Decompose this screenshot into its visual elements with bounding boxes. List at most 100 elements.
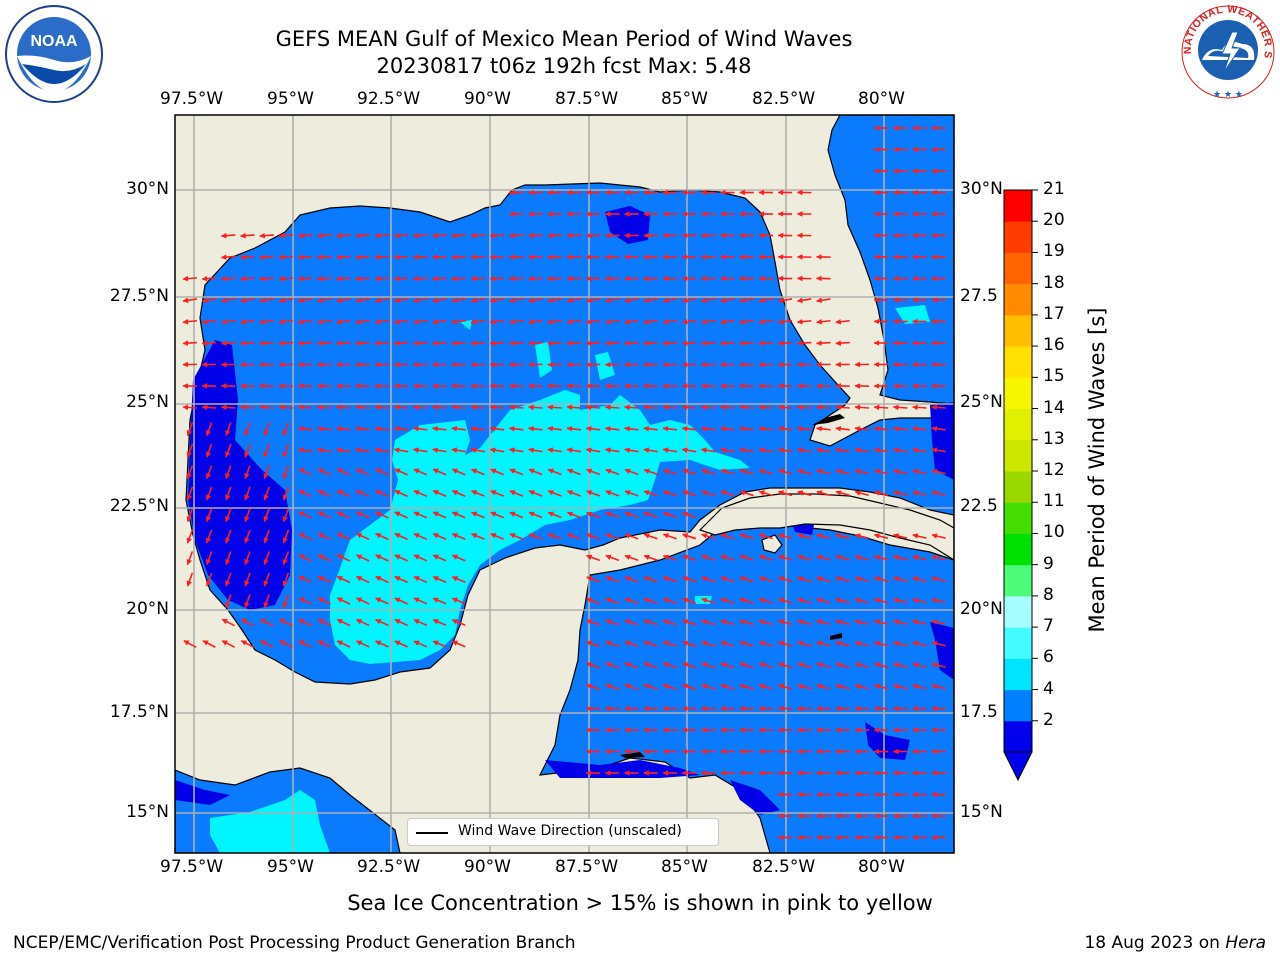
wind-wave-arrow bbox=[796, 297, 812, 304]
wind-wave-arrow bbox=[205, 486, 213, 501]
wind-wave-arrow bbox=[682, 468, 697, 475]
wind-wave-arrow bbox=[739, 425, 754, 432]
wind-wave-arrow bbox=[374, 425, 390, 432]
lon-tick: 92.5°W bbox=[357, 857, 421, 877]
wind-wave-arrow bbox=[432, 340, 447, 346]
wind-wave-arrow bbox=[605, 683, 620, 691]
lon-tick: 85°W bbox=[661, 857, 708, 877]
wind-wave-arrow bbox=[682, 640, 697, 647]
wind-wave-arrow bbox=[739, 554, 754, 561]
wind-wave-arrow bbox=[509, 511, 524, 519]
wind-wave-arrow bbox=[931, 597, 946, 604]
colorbar-segment bbox=[1004, 564, 1032, 597]
wind-wave-arrow bbox=[931, 425, 946, 432]
wind-wave-arrow bbox=[394, 618, 408, 627]
wind-wave-arrow bbox=[912, 447, 927, 453]
wind-wave-arrow bbox=[244, 443, 251, 458]
wind-wave-arrow bbox=[182, 275, 198, 282]
wind-wave-arrow bbox=[624, 554, 639, 562]
wind-wave-arrow bbox=[566, 490, 581, 497]
wind-wave-arrow bbox=[547, 425, 562, 432]
wind-wave-arrow bbox=[912, 554, 927, 561]
wind-wave-arrow bbox=[413, 640, 428, 648]
wind-wave-arrow bbox=[432, 597, 447, 605]
wind-wave-arrow bbox=[432, 490, 447, 497]
wind-wave-arrow bbox=[585, 340, 601, 346]
wind-wave-arrow bbox=[336, 254, 351, 260]
wind-wave-arrow bbox=[470, 297, 486, 304]
wind-wave-arrow bbox=[336, 404, 351, 411]
wind-wave-arrow bbox=[394, 575, 408, 584]
wind-wave-arrow bbox=[225, 594, 232, 609]
colorbar-segment bbox=[1004, 346, 1032, 378]
wind-wave-arrow bbox=[873, 662, 889, 669]
wind-wave-arrow bbox=[240, 297, 255, 304]
wind-wave-arrow bbox=[298, 554, 312, 562]
wind-wave-arrow bbox=[489, 297, 505, 304]
wind-wave-arrow bbox=[816, 619, 831, 626]
wind-wave-arrow bbox=[240, 232, 255, 239]
wind-wave-arrow bbox=[225, 486, 232, 501]
wind-wave-arrow bbox=[758, 447, 774, 453]
wind-wave-arrow bbox=[263, 486, 270, 501]
wind-wave-arrow bbox=[835, 640, 850, 647]
wind-wave-arrow bbox=[605, 468, 620, 476]
wind-wave-arrow bbox=[393, 232, 409, 239]
wind-wave-arrow bbox=[336, 618, 351, 627]
wind-wave-arrow bbox=[202, 640, 216, 648]
wind-wave-arrow bbox=[758, 576, 773, 583]
wind-wave-arrow bbox=[873, 619, 889, 626]
wind-wave-arrow bbox=[681, 318, 697, 325]
wind-wave-arrow bbox=[297, 318, 313, 325]
wind-wave-arrow bbox=[547, 404, 562, 411]
wind-wave-arrow bbox=[893, 468, 908, 475]
wind-wave-arrow bbox=[720, 490, 735, 497]
wind-wave-arrow bbox=[892, 425, 908, 432]
wind-wave-arrow bbox=[797, 597, 812, 604]
wind-wave-arrow bbox=[566, 447, 582, 453]
wind-wave-arrow bbox=[432, 447, 447, 453]
footer-credit: NCEP/EMC/Verification Post Processing Pr… bbox=[13, 933, 576, 953]
wind-wave-arrow bbox=[201, 297, 217, 304]
wind-wave-arrow bbox=[720, 297, 735, 304]
colorbar-segment bbox=[1004, 314, 1032, 347]
wind-wave-arrow bbox=[796, 447, 812, 453]
wind-wave-arrow bbox=[547, 297, 562, 304]
wind-wave-arrow bbox=[412, 340, 428, 346]
wind-wave-arrow bbox=[220, 275, 236, 282]
wind-wave-arrow bbox=[701, 490, 716, 497]
wind-wave-arrow bbox=[662, 597, 677, 604]
colorbar-label: Mean Period of Wind Waves [s] bbox=[1085, 307, 1109, 633]
wind-wave-arrow bbox=[508, 404, 524, 411]
wind-wave-arrow bbox=[758, 683, 773, 690]
wind-wave-arrow bbox=[205, 443, 213, 458]
footer-date: 18 Aug 2023 on Hera bbox=[1084, 933, 1266, 953]
wind-wave-arrow bbox=[873, 533, 889, 540]
lon-tick: 97.5°W bbox=[160, 857, 224, 877]
wind-wave-arrow bbox=[873, 597, 889, 604]
wind-wave-arrow bbox=[835, 340, 850, 346]
wind-wave-arrow bbox=[336, 297, 351, 304]
wind-wave-arrow bbox=[566, 425, 582, 432]
lat-tick: 20°N bbox=[126, 599, 169, 619]
wind-wave-arrow bbox=[355, 597, 370, 605]
wind-wave-arrow bbox=[739, 683, 754, 690]
wind-wave-arrow bbox=[259, 318, 274, 325]
wind-wave-arrow bbox=[585, 404, 601, 411]
wind-wave-arrow bbox=[931, 640, 946, 647]
wind-wave-arrow bbox=[528, 511, 543, 519]
wind-wave-arrow bbox=[413, 489, 428, 498]
wind-wave-arrow bbox=[758, 297, 774, 304]
wind-wave-arrow bbox=[816, 597, 831, 604]
colorbar-tick-label: 21 bbox=[1043, 179, 1065, 199]
wind-wave-arrow bbox=[605, 662, 620, 669]
wind-wave-arrow bbox=[489, 318, 505, 325]
lon-tick: 82.5°W bbox=[752, 857, 816, 877]
wind-wave-arrow bbox=[547, 447, 562, 453]
lon-tick: 90°W bbox=[464, 89, 511, 109]
cuba-island bbox=[698, 493, 954, 561]
wind-wave-arrow bbox=[355, 340, 370, 346]
wind-wave-arrow bbox=[528, 447, 543, 453]
wind-wave-arrow bbox=[244, 572, 251, 587]
wind-wave-arrow bbox=[873, 490, 889, 497]
